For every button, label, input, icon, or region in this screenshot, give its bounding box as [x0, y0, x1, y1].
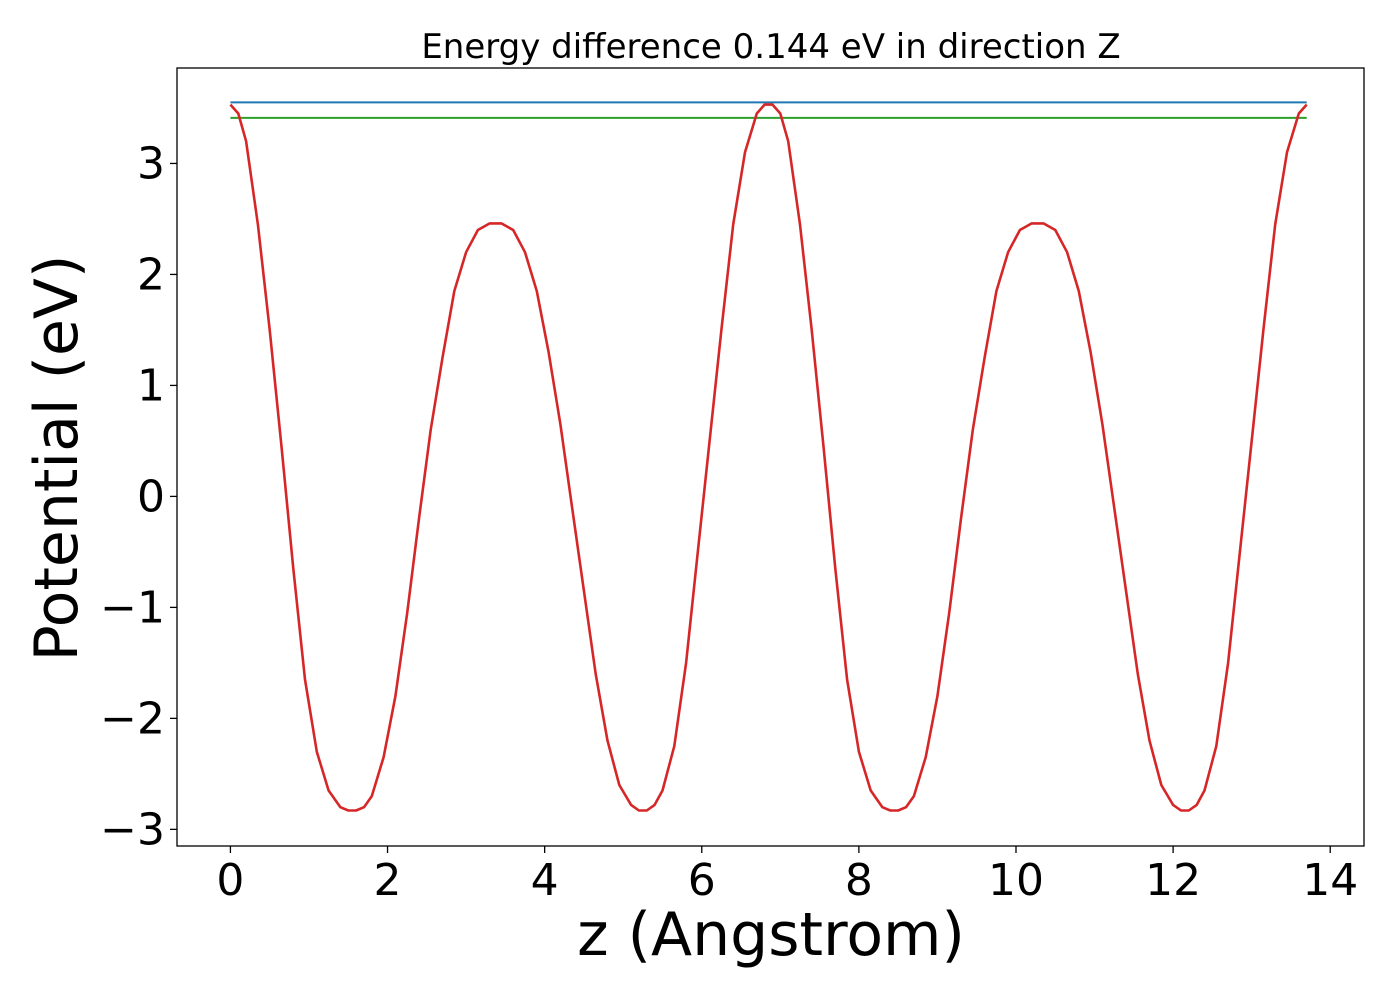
y-tick-label: 1	[137, 360, 165, 411]
x-tick-label: 8	[845, 855, 873, 906]
x-axis-label: z (Angstrom)	[577, 900, 965, 970]
y-tick-label: −3	[100, 804, 165, 855]
y-tick-label: 0	[137, 471, 165, 522]
y-tick-label: 2	[137, 249, 165, 300]
x-axis-ticks: 0 2 4 6 8 10 12 14	[216, 846, 1358, 906]
x-tick-label: 10	[988, 855, 1044, 906]
x-tick-label: 6	[688, 855, 716, 906]
chart-title: Energy difference 0.144 eV in direction …	[421, 27, 1120, 67]
series-line-0	[229, 103, 1308, 812]
plot-frame	[176, 67, 1365, 847]
x-tick-label: 4	[531, 855, 559, 906]
y-tick-label: −2	[100, 693, 165, 744]
x-tick-label: 12	[1145, 855, 1201, 906]
x-tick-label: 14	[1302, 855, 1358, 906]
plot-area	[229, 101, 1308, 812]
x-tick-label: 2	[374, 855, 402, 906]
y-tick-label: −1	[100, 582, 165, 633]
x-tick-label: 0	[216, 855, 244, 906]
y-tick-label: 3	[137, 138, 165, 189]
y-axis-label: Potential (eV)	[22, 255, 92, 662]
y-axis-ticks: −3 −2 −1 0 1 2 3	[100, 138, 177, 855]
